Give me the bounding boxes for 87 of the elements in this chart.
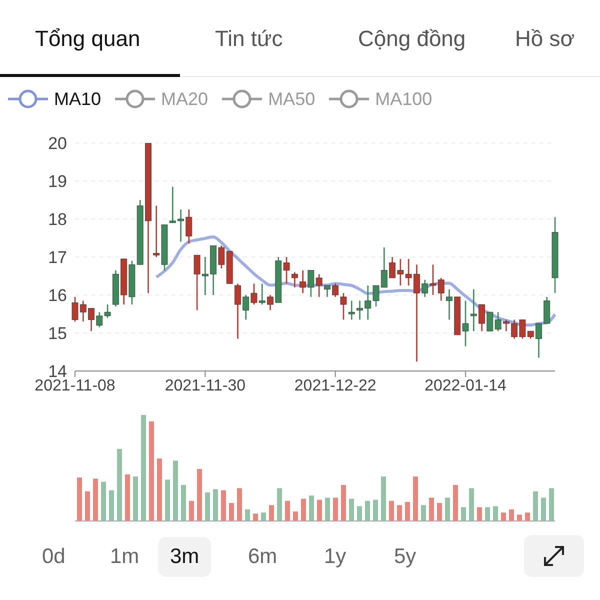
bar xyxy=(125,474,130,521)
bar xyxy=(445,498,450,521)
bar xyxy=(341,484,346,521)
x-tick-label: 2022-01-14 xyxy=(424,377,507,394)
text: 1y xyxy=(323,544,348,570)
bar xyxy=(277,488,282,521)
bar xyxy=(437,502,442,521)
bar xyxy=(461,507,466,521)
x-tick-label: 2021-12-22 xyxy=(294,377,376,394)
bar xyxy=(301,498,306,521)
x-tick-label: 2021-11-30 xyxy=(164,377,246,394)
bar xyxy=(349,498,354,521)
bar xyxy=(517,514,522,521)
bar xyxy=(325,498,330,521)
bar xyxy=(549,488,554,521)
legend-label: MA10 xyxy=(54,88,102,110)
y-tick-label: 15 xyxy=(48,324,67,344)
bar xyxy=(485,507,490,521)
bar xyxy=(501,512,506,521)
bar xyxy=(109,490,114,521)
bar xyxy=(373,500,378,521)
bar xyxy=(141,415,146,521)
bar xyxy=(413,476,418,521)
bar xyxy=(157,458,162,521)
x-tick-label: 2021-11-08 xyxy=(34,377,116,394)
bar xyxy=(205,492,210,521)
bar xyxy=(381,476,386,521)
bar xyxy=(221,490,226,521)
bar xyxy=(197,469,202,521)
bar xyxy=(421,505,426,521)
bar xyxy=(149,421,154,521)
text: 6m xyxy=(247,544,278,570)
text: 1m xyxy=(109,544,140,570)
bar xyxy=(541,498,546,521)
text: 3m xyxy=(158,537,212,577)
bar xyxy=(173,460,178,521)
bar xyxy=(285,500,290,521)
bar xyxy=(469,488,474,521)
text: Tổng quan xyxy=(35,26,140,52)
text: 0d xyxy=(41,544,66,570)
candlestick xyxy=(291,272,298,288)
text: 5y xyxy=(393,544,418,570)
bar xyxy=(101,482,106,521)
bar xyxy=(397,505,402,521)
text: Hồ sơ xyxy=(515,26,575,52)
bar xyxy=(405,502,410,521)
bar xyxy=(117,448,122,521)
bar xyxy=(357,506,362,521)
text: Cộng đồng xyxy=(358,26,466,52)
bar xyxy=(245,509,250,521)
bar xyxy=(237,488,242,521)
bar xyxy=(477,507,482,521)
bar xyxy=(493,506,498,521)
bar xyxy=(317,500,322,521)
bar xyxy=(333,498,338,521)
legend-label: MA50 xyxy=(268,88,316,110)
bar xyxy=(269,505,274,521)
bar xyxy=(189,500,194,521)
bar xyxy=(77,478,82,521)
y-tick-label: 17 xyxy=(48,248,67,268)
y-tick-label: 18 xyxy=(48,210,67,230)
bar xyxy=(253,514,258,521)
bar xyxy=(509,509,514,521)
legend-label: MA20 xyxy=(161,88,208,110)
bar xyxy=(429,498,434,521)
bar xyxy=(165,480,170,521)
bar xyxy=(181,484,186,521)
bar xyxy=(309,496,314,521)
y-tick-label: 16 xyxy=(48,286,67,306)
bar xyxy=(453,484,458,521)
bar xyxy=(533,491,538,521)
bar xyxy=(525,512,530,521)
bar xyxy=(229,502,234,521)
y-tick-label: 20 xyxy=(48,134,67,154)
bar xyxy=(213,489,218,521)
y-tick-label: 19 xyxy=(48,172,67,192)
bar xyxy=(93,478,98,521)
bar xyxy=(293,511,298,521)
candlestick xyxy=(340,292,347,320)
bar xyxy=(133,476,138,521)
bar xyxy=(389,500,394,521)
text: Tin tức xyxy=(215,26,283,52)
candlestick xyxy=(348,300,355,320)
legend-label: MA100 xyxy=(375,88,432,110)
bar xyxy=(85,491,90,521)
bar xyxy=(261,512,266,521)
bar xyxy=(365,500,370,521)
